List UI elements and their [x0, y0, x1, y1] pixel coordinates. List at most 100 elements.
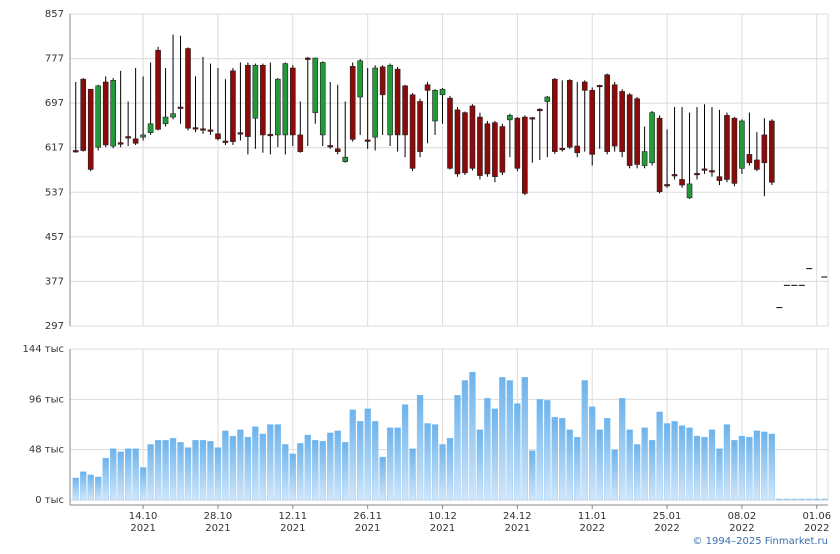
x-tick-label: 2022 — [729, 523, 754, 534]
volume-bar — [252, 426, 259, 501]
volume-bar — [798, 498, 805, 501]
candle-body-down — [761, 134, 768, 164]
candle-body-down — [304, 57, 311, 60]
candle-body-down — [417, 101, 423, 152]
candle-body-down — [522, 116, 528, 194]
candle-body-down — [514, 117, 521, 169]
volume-bar — [319, 441, 326, 501]
x-tick-label: 2021 — [430, 523, 455, 534]
volume-bar — [80, 471, 87, 501]
y-tick-label: 697 — [45, 98, 64, 109]
volume-bar — [708, 429, 716, 501]
volume-bar — [574, 436, 581, 501]
candle-body-down — [125, 136, 131, 139]
volume-bar — [117, 451, 124, 501]
volume-bar — [237, 429, 244, 501]
candle-body-down — [619, 91, 625, 152]
candle-body-down — [267, 134, 274, 137]
candle-body-down — [462, 112, 468, 174]
volume-bar — [297, 443, 304, 501]
volume-bar — [559, 418, 566, 501]
volume-bar — [409, 448, 416, 501]
volume-bar — [424, 423, 431, 501]
candle-body-down — [424, 84, 431, 91]
candle-body-up — [282, 63, 289, 136]
volume-bar — [768, 433, 776, 501]
candle-body-down — [192, 127, 199, 130]
candle-body-down — [402, 85, 408, 136]
candle-body-up — [507, 115, 513, 121]
candle-body-down — [245, 64, 251, 137]
candle-body-down — [215, 133, 221, 140]
candle-body-down — [716, 176, 723, 181]
candle-body-down — [454, 109, 461, 175]
candle-body-down — [664, 184, 670, 187]
y-tick-label: 297 — [45, 321, 64, 332]
y-tick-label: 457 — [45, 232, 64, 243]
candle-body-up — [312, 57, 319, 113]
volume-bar — [806, 498, 813, 501]
candle-body-up — [162, 116, 169, 125]
volume-bar — [342, 442, 349, 501]
volume-bar — [199, 440, 207, 501]
candle-body-up — [544, 96, 551, 102]
candle-body-down — [80, 78, 87, 151]
candle-body-down — [327, 145, 334, 148]
volume-bar — [132, 448, 139, 501]
volume-bar — [476, 429, 484, 501]
volume-bar — [626, 429, 633, 501]
volume-bar — [686, 427, 693, 501]
x-tick-label: 2021 — [355, 523, 380, 534]
y-tick-label: 377 — [45, 276, 64, 287]
candle-body-down — [731, 117, 738, 184]
candle-body-down — [709, 170, 715, 173]
candle-body-down — [477, 116, 483, 176]
volume-bar — [461, 380, 469, 501]
candle-body-down — [596, 85, 603, 88]
candle-body-down — [87, 88, 94, 170]
volume-bar — [154, 440, 162, 501]
volume-bar — [439, 444, 446, 501]
candle-body-down — [290, 67, 296, 136]
volume-bar — [671, 421, 678, 501]
candle-body-down — [394, 68, 401, 136]
volume-bar — [491, 408, 499, 501]
candle-body-up — [739, 120, 745, 169]
volume-bar — [184, 447, 192, 501]
volume-bar — [678, 425, 686, 501]
volume-bar — [499, 377, 506, 501]
candle-body-down — [746, 154, 753, 164]
volume-bar — [716, 448, 723, 501]
volume-bar — [731, 440, 738, 501]
volume-bar — [566, 429, 573, 501]
volume-bar — [633, 444, 641, 501]
x-tick-label: 2022 — [579, 523, 604, 534]
y-tick-label: 48 тыс — [29, 445, 64, 456]
candle-body-up — [95, 85, 101, 148]
copyright: © 1994–2025 Finmarket.ru — [692, 536, 828, 547]
volume-bar — [506, 380, 514, 501]
volume-bar — [282, 444, 289, 501]
volume-bar — [663, 423, 671, 501]
volume-bar — [746, 436, 753, 501]
volume-bar — [641, 427, 648, 501]
candle-body-down — [379, 66, 386, 96]
volume-bar — [604, 418, 611, 501]
volume-bar — [821, 498, 828, 501]
volume-bar — [177, 442, 184, 501]
volume-bar — [229, 435, 237, 501]
candle-body-down — [724, 115, 730, 180]
volume-bar — [274, 424, 281, 501]
candle-body-up — [439, 88, 446, 96]
x-tick-label: 26.11 — [353, 511, 382, 522]
volume-bar — [327, 432, 334, 501]
candle-body-down — [409, 94, 416, 169]
candle-body-up — [252, 64, 259, 119]
candle-body-down — [499, 126, 506, 173]
volume-bar — [536, 399, 543, 501]
candle-body-down — [694, 173, 700, 176]
volume-bar — [379, 456, 386, 501]
candle-body-down — [469, 105, 476, 169]
x-tick-label: 24.12 — [503, 511, 532, 522]
volume-bar — [289, 453, 296, 501]
